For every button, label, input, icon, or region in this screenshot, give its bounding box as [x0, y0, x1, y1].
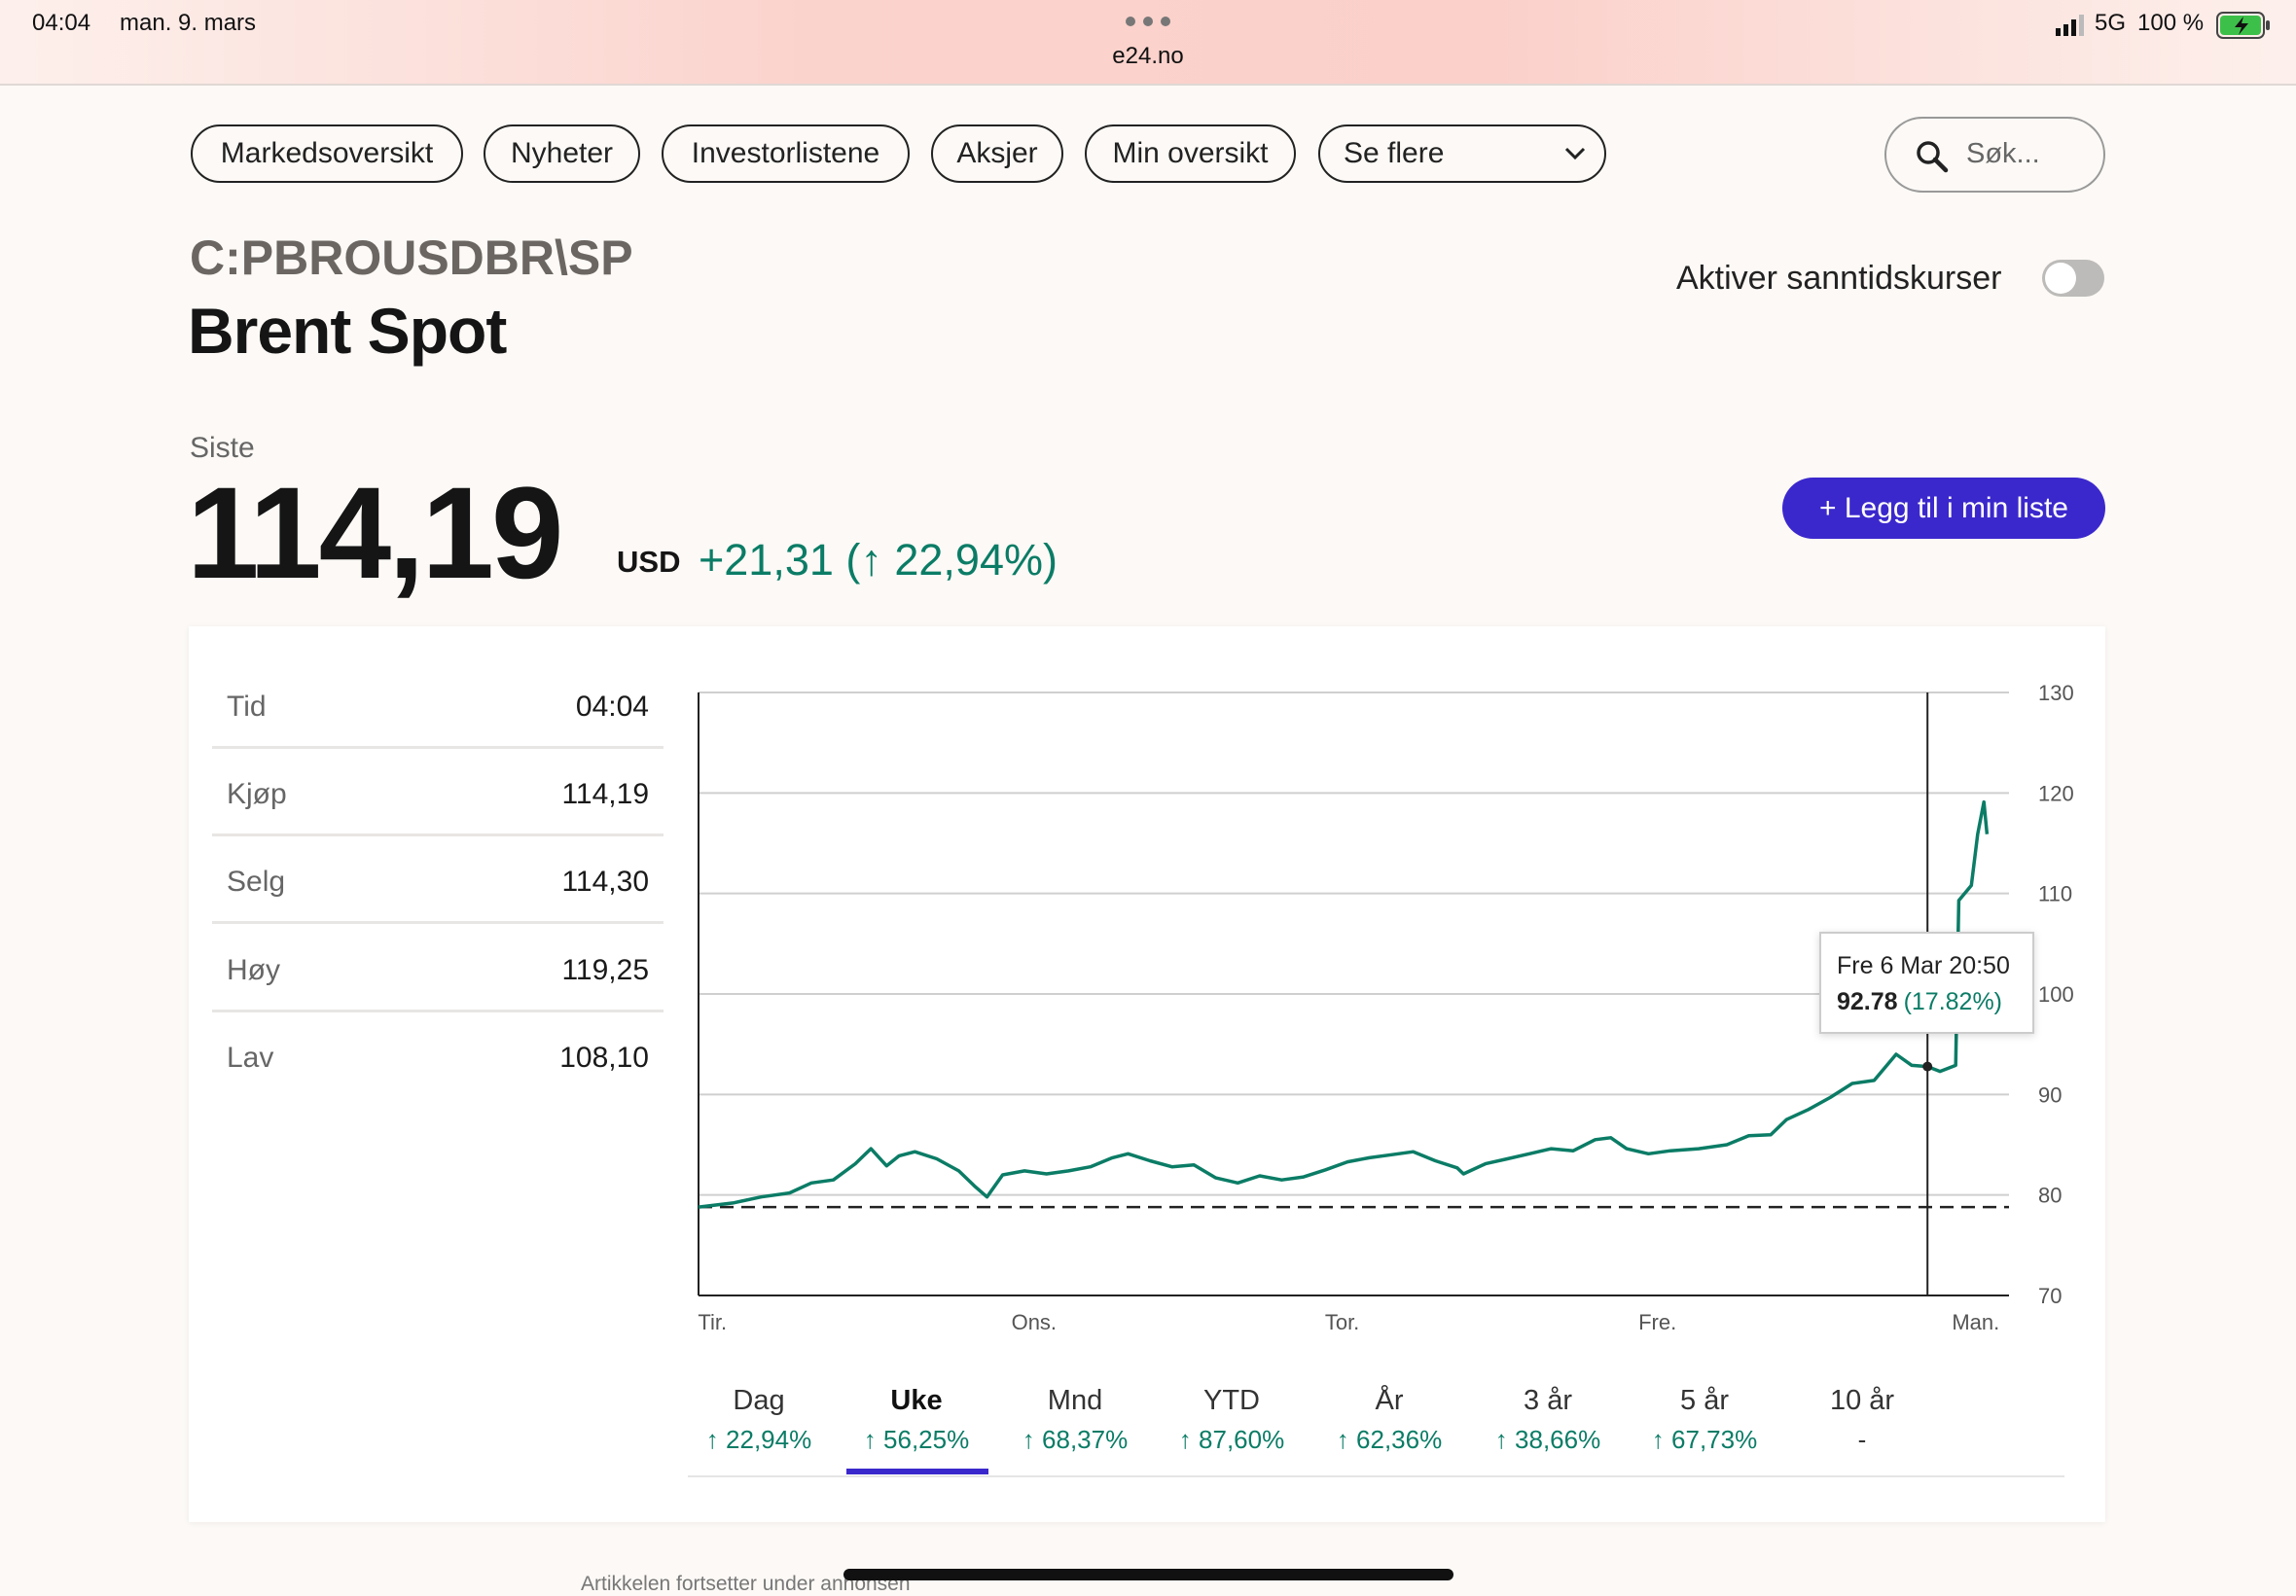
tab-change: ↑ 62,36%	[1336, 1425, 1443, 1454]
tab-label[interactable]: YTD	[1203, 1385, 1260, 1416]
more-dots[interactable]	[1125, 16, 1171, 27]
stat-value: 108,10	[559, 1042, 649, 1074]
stat-label: Høy	[227, 954, 280, 986]
nav-pill[interactable]: Markedsoversikt	[191, 124, 463, 183]
x-tick-label: Fre.	[1638, 1310, 1676, 1334]
tooltip: Fre 6 Mar 20:50 92.78 (17.82%)	[1819, 932, 2034, 1034]
status-date: man. 9. mars	[120, 10, 257, 36]
url[interactable]: e24.no	[1112, 43, 1184, 69]
stat-value: 04:04	[575, 691, 649, 723]
search-icon	[1917, 141, 1949, 173]
status-bar: 04:04 man. 9. mars e24.no 5G 100 %	[0, 0, 2296, 86]
y-tick-label: 80	[2038, 1184, 2062, 1208]
price: 114,19	[187, 461, 563, 606]
hover-point	[1922, 1061, 1933, 1072]
toggle-knob	[2045, 263, 2076, 294]
nav-pill[interactable]: Investorlistene	[662, 124, 910, 183]
title: Brent Spot	[188, 295, 507, 367]
y-tick-label: 70	[2038, 1284, 2062, 1308]
tooltip-pct: (17.82%)	[1904, 988, 2002, 1015]
nav-pill[interactable]: Aksjer	[931, 124, 1063, 183]
search-box[interactable]: Søk...	[1884, 117, 2105, 193]
status-time: 04:04	[32, 10, 91, 36]
tab-label[interactable]: Dag	[733, 1385, 785, 1416]
chart-card	[189, 626, 2105, 1522]
battery-icon	[2216, 12, 2270, 39]
battery-text: 100 %	[2137, 10, 2205, 36]
tab-label[interactable]: 5 år	[1680, 1385, 1729, 1416]
search-placeholder: Søk...	[1966, 138, 2040, 169]
tab-label[interactable]: År	[1375, 1385, 1404, 1416]
add-to-list-button[interactable]: + Legg til i min liste	[1782, 478, 2105, 539]
stat-divider	[212, 1010, 664, 1012]
tab-label[interactable]: Mnd	[1047, 1385, 1103, 1416]
tab-change: ↑ 38,66%	[1494, 1425, 1601, 1454]
stat-value: 114,19	[561, 778, 649, 810]
realtime-label: Aktiver sanntidskurser	[1676, 260, 2002, 297]
footer-note: Artikkelen fortsetter under annonsen	[581, 1573, 911, 1595]
tooltip-value: 92.78 (17.82%)	[1837, 988, 2002, 1015]
stat-divider	[212, 833, 664, 836]
tab-change: ↑ 87,60%	[1178, 1425, 1285, 1454]
currency: USD	[617, 545, 681, 579]
x-tick-label: Ons.	[1012, 1310, 1057, 1334]
y-tick-label: 90	[2038, 1082, 2062, 1107]
tab-change: ↑ 67,73%	[1651, 1425, 1758, 1454]
price-line	[698, 799, 1990, 1209]
nav-pill[interactable]: Nyheter	[484, 124, 640, 183]
x-tick-label: Tor.	[1325, 1310, 1359, 1334]
home-indicator	[843, 1569, 1453, 1580]
y-tick-label: 110	[2038, 882, 2072, 906]
nav-pill[interactable]: Min oversikt	[1085, 124, 1296, 183]
tab-change: ↑ 22,94%	[705, 1425, 812, 1454]
stat-divider	[212, 921, 664, 924]
stat-label: Tid	[227, 691, 267, 723]
more-label: Se flere	[1344, 137, 1445, 169]
stat-label: Selg	[227, 866, 286, 898]
stat-label: Lav	[227, 1042, 274, 1074]
tab-label[interactable]: 3 år	[1524, 1385, 1572, 1416]
tooltip-box	[1819, 932, 2034, 1034]
tab-label[interactable]: 10 år	[1829, 1385, 1895, 1416]
tooltip-number: 92.78	[1837, 988, 1898, 1015]
network: 5G	[2095, 10, 2127, 36]
tooltip-label: Fre 6 Mar 20:50	[1837, 952, 2010, 979]
y-tick-label: 100	[2038, 982, 2074, 1007]
stat-value: 119,25	[561, 954, 649, 986]
symbol: C:PBROUSDBR\SP	[190, 231, 633, 285]
change: +21,31 (↑ 22,94%)	[699, 535, 1058, 585]
stat-label: Kjøp	[227, 778, 287, 810]
tab-underline	[846, 1469, 988, 1474]
x-tick-label: Tir.	[698, 1310, 727, 1334]
tab-label[interactable]: Uke	[890, 1385, 943, 1416]
tab-change: -	[1857, 1425, 1867, 1454]
tabs-rule	[688, 1475, 2064, 1477]
last-label: Siste	[190, 432, 255, 464]
realtime-toggle[interactable]	[2042, 260, 2104, 297]
x-tick-label: Man.	[1952, 1310, 1999, 1334]
y-tick-label: 120	[2038, 781, 2074, 805]
stat-divider	[212, 746, 664, 749]
signal-icon	[2056, 15, 2084, 36]
tab-change: ↑ 68,37%	[1022, 1425, 1129, 1454]
more-dropdown[interactable]: Se flere	[1318, 124, 1606, 183]
stat-value: 114,30	[561, 866, 649, 898]
tab-change: ↑ 56,25%	[863, 1425, 970, 1454]
y-tick-label: 130	[2038, 681, 2074, 705]
chevron-icon	[1564, 147, 1586, 160]
